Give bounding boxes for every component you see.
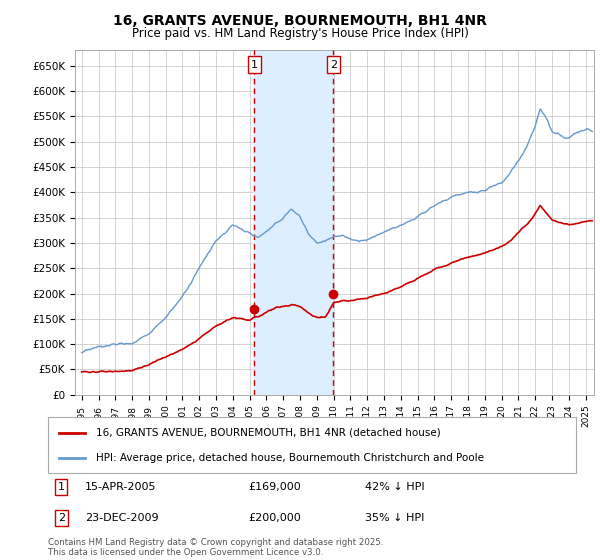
- Text: 2: 2: [58, 513, 65, 523]
- Text: 23-DEC-2009: 23-DEC-2009: [85, 513, 158, 523]
- Text: 16, GRANTS AVENUE, BOURNEMOUTH, BH1 4NR (detached house): 16, GRANTS AVENUE, BOURNEMOUTH, BH1 4NR …: [95, 428, 440, 438]
- Text: £200,000: £200,000: [248, 513, 301, 523]
- Text: 2: 2: [330, 59, 337, 69]
- Text: 1: 1: [251, 59, 258, 69]
- Text: Price paid vs. HM Land Registry's House Price Index (HPI): Price paid vs. HM Land Registry's House …: [131, 27, 469, 40]
- Text: 15-APR-2005: 15-APR-2005: [85, 482, 157, 492]
- Text: £169,000: £169,000: [248, 482, 301, 492]
- Text: Contains HM Land Registry data © Crown copyright and database right 2025.
This d: Contains HM Land Registry data © Crown c…: [48, 538, 383, 557]
- Text: 35% ↓ HPI: 35% ↓ HPI: [365, 513, 424, 523]
- FancyBboxPatch shape: [48, 417, 576, 473]
- Text: 42% ↓ HPI: 42% ↓ HPI: [365, 482, 424, 492]
- Text: HPI: Average price, detached house, Bournemouth Christchurch and Poole: HPI: Average price, detached house, Bour…: [95, 452, 484, 463]
- Bar: [254, 50, 334, 395]
- Text: 16, GRANTS AVENUE, BOURNEMOUTH, BH1 4NR: 16, GRANTS AVENUE, BOURNEMOUTH, BH1 4NR: [113, 14, 487, 28]
- Text: 1: 1: [58, 482, 65, 492]
